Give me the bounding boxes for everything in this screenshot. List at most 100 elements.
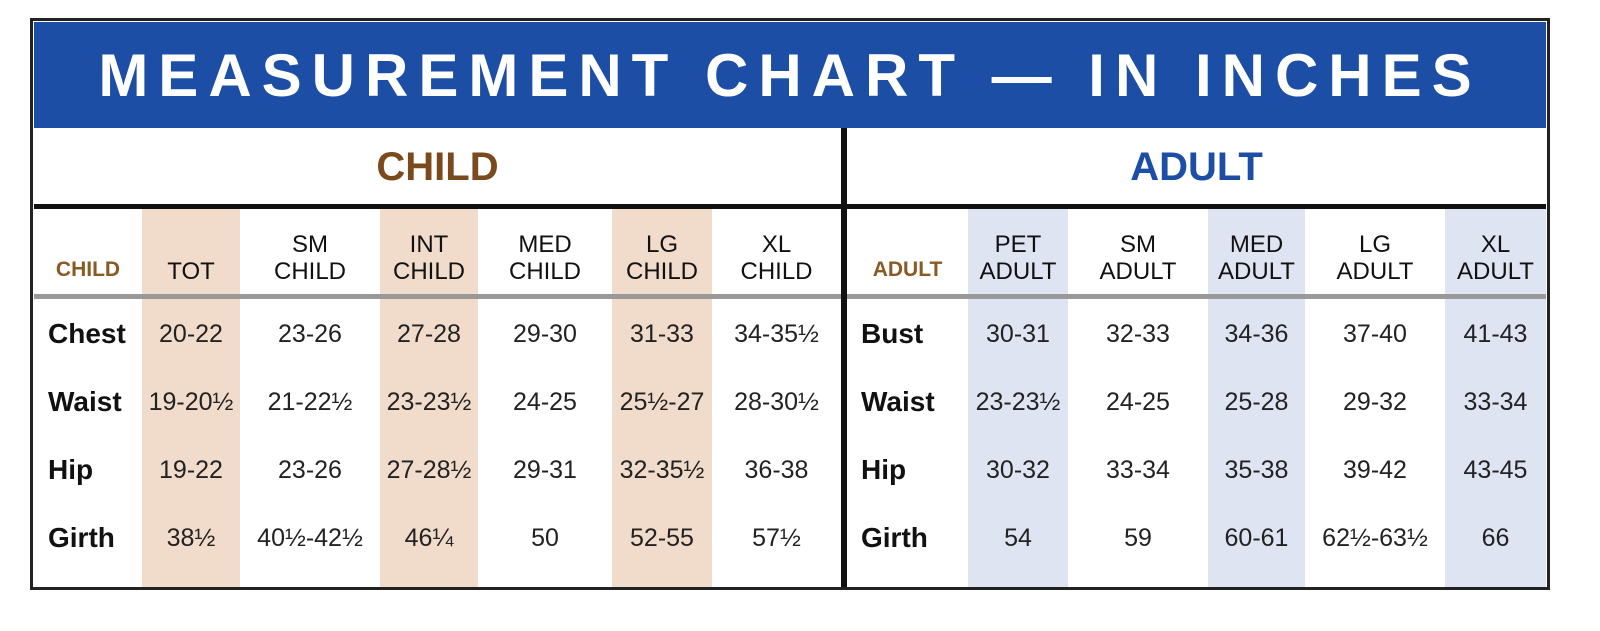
column-header-line: SM: [292, 230, 328, 258]
cell-value: 32-35½: [619, 455, 705, 484]
cell-value: 33-34: [1463, 387, 1528, 416]
row-label: Waist: [861, 385, 935, 417]
column-shade: [142, 208, 240, 587]
cell-value: 35-38: [1224, 455, 1289, 484]
column-header-line: CHILD: [392, 258, 465, 286]
cell-value: 24-25: [513, 387, 577, 416]
column-header-line: MED: [518, 230, 572, 258]
cell-value: 39-42: [1343, 455, 1407, 484]
column-header: MED CHILD: [478, 212, 612, 296]
cell-value: 34-36: [1224, 319, 1289, 348]
row-label: Waist: [48, 385, 122, 417]
column-header-line: ADULT: [1457, 258, 1534, 286]
column-header-line: TOT: [167, 258, 215, 286]
corner-label: ADULT: [872, 257, 943, 281]
cell-value: 59: [1124, 523, 1152, 552]
section-heading: CHILD: [376, 145, 499, 189]
column-header-line: ADULT: [1218, 258, 1295, 286]
outer-border: [30, 18, 1550, 590]
cell-value: 29-31: [513, 455, 577, 484]
cell-value: 27-28½: [386, 455, 472, 484]
row-label: Chest: [48, 317, 126, 349]
column-header-line: LG: [1358, 230, 1391, 258]
cell-value: 34-35½: [734, 319, 819, 348]
heading-rule: [34, 204, 841, 209]
cell-value: 33-34: [1106, 455, 1170, 484]
cell-value: 41-43: [1463, 319, 1528, 348]
column-header: TOT: [142, 212, 240, 296]
column-header-line: CHILD: [273, 258, 346, 286]
cell-value: 32-33: [1106, 319, 1170, 348]
column-header: XL ADULT: [1445, 212, 1546, 296]
cell-value: 66: [1481, 523, 1510, 552]
column-header: SM CHILD: [240, 212, 380, 296]
cell-value: 29-32: [1343, 387, 1407, 416]
column-header: XL CHILD: [712, 212, 841, 296]
column-header: SM ADULT: [1068, 212, 1208, 296]
cell-value: 50: [531, 523, 559, 552]
section-divider: [841, 128, 847, 587]
cell-value: 60-61: [1224, 523, 1289, 552]
cell-value: 57½: [752, 523, 801, 552]
column-header-line: CHILD: [740, 258, 813, 286]
cell-value: 37-40: [1343, 319, 1407, 348]
column-header: MED ADULT: [1208, 212, 1305, 296]
column-header-line: XL: [761, 230, 792, 258]
corner-label: CHILD: [55, 257, 121, 281]
column-header-line: PET: [994, 230, 1042, 258]
cell-value: 24-25: [1106, 387, 1170, 416]
column-header: PET ADULT: [968, 212, 1068, 296]
cell-value: 52-55: [630, 523, 694, 552]
column-header: LG ADULT: [1305, 212, 1445, 296]
row-label: Hip: [861, 453, 907, 485]
column-header-line: ADULT: [1336, 258, 1414, 286]
cell-value: 20-22: [159, 319, 223, 348]
heading-rule: [847, 204, 1546, 209]
column-shade: [968, 208, 1068, 587]
column-header-line: INT: [409, 230, 449, 258]
cell-value: 25-28: [1224, 387, 1289, 416]
column-shade: [1445, 208, 1546, 587]
cell-value: 40½-42½: [257, 523, 363, 552]
column-header-line: SM: [1120, 230, 1156, 258]
cell-value: 31-33: [630, 319, 694, 348]
header-rule: [34, 294, 841, 299]
column-header-line: ADULT: [979, 258, 1057, 286]
cell-value: 23-26: [278, 319, 342, 348]
column-header-line: CHILD: [508, 258, 581, 286]
cell-value: 21-22½: [267, 387, 353, 416]
row-label: Girth: [48, 521, 115, 553]
column-header-line: CHILD: [625, 258, 698, 286]
cell-value: 46¼: [404, 523, 454, 552]
cell-value: 54: [1004, 523, 1032, 552]
column-header-line: LG: [645, 230, 678, 258]
column-shade: [380, 208, 478, 587]
cell-value: 19-20½: [148, 387, 234, 416]
cell-value: 30-32: [986, 455, 1050, 484]
cell-value: 19-22: [159, 455, 223, 484]
cell-value: 25½-27: [619, 387, 705, 416]
cell-value: 30-31: [986, 319, 1050, 348]
column-header: LG CHILD: [612, 212, 712, 296]
chart-title: MEASUREMENT CHART — IN INCHES: [34, 22, 1546, 128]
header-rule: [847, 294, 1546, 299]
cell-value: 29-30: [513, 319, 577, 348]
cell-value: 38½: [166, 523, 216, 552]
cell-value: 23-26: [278, 455, 342, 484]
column-shade: [1208, 208, 1305, 587]
cell-value: 23-23½: [386, 387, 472, 416]
column-header-line: XL: [1480, 230, 1511, 258]
column-shade: [612, 208, 712, 587]
cell-value: 23-23½: [975, 387, 1061, 416]
cell-value: 62½-63½: [1322, 523, 1428, 552]
cell-value: 43-45: [1463, 455, 1528, 484]
cell-value: 28-30½: [734, 387, 819, 416]
cell-value: 27-28: [397, 319, 461, 348]
column-header-line: MED: [1229, 230, 1284, 258]
row-label: Bust: [861, 317, 924, 349]
row-label: Hip: [48, 453, 94, 485]
column-header-line: ADULT: [1099, 258, 1177, 286]
row-label: Girth: [861, 521, 928, 553]
column-header: INT CHILD: [380, 212, 478, 296]
cell-value: 36-38: [744, 455, 809, 484]
